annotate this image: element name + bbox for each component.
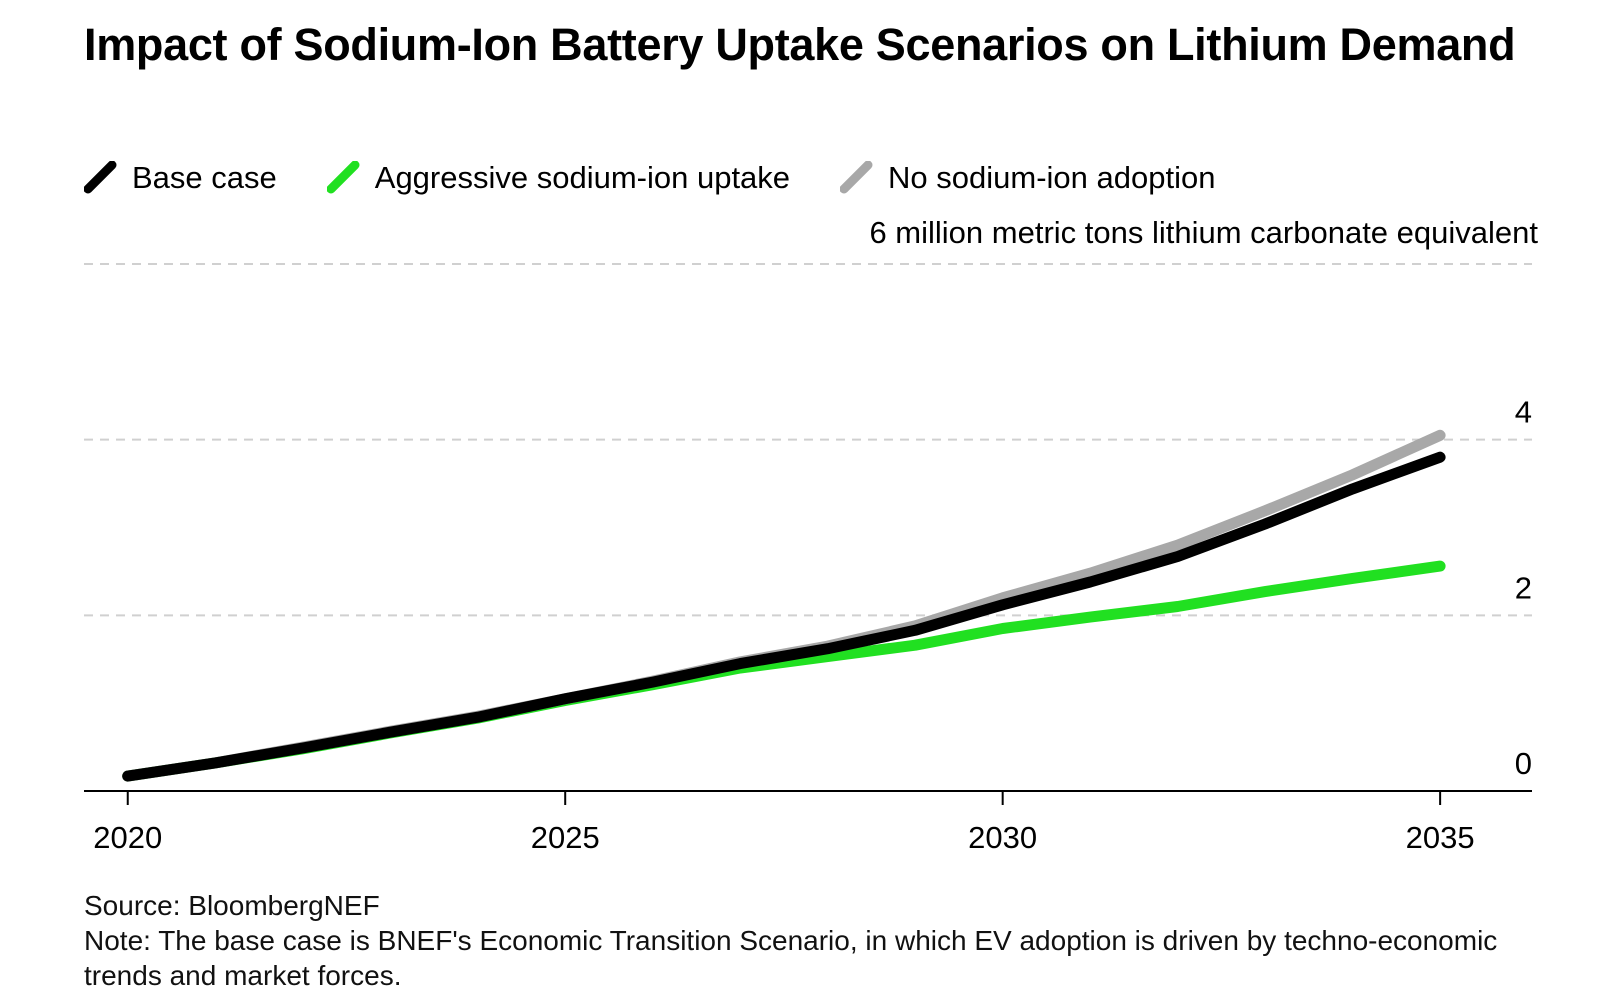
- y-tick-label-2: 2: [1515, 570, 1532, 605]
- legend-swatch-base-case: [84, 161, 117, 194]
- note-text: Note: The base case is BNEF's Economic T…: [84, 925, 1498, 991]
- series-line-base-case: [122, 451, 1446, 782]
- legend-label-no-adoption: No sodium-ion adoption: [888, 160, 1216, 195]
- x-tick-label-2035: 2035: [1406, 820, 1475, 855]
- legend-swatch-no-adoption: [840, 161, 873, 194]
- legend-swatch-aggressive: [326, 161, 360, 194]
- legend-swatch-no-adoption-line: [840, 161, 873, 194]
- chart-title: Impact of Sodium-Ion Battery Uptake Scen…: [84, 19, 1516, 70]
- y-tick-label-0: 0: [1515, 746, 1532, 781]
- source-text: Source: BloombergNEF: [84, 890, 380, 921]
- legend-item-base-case: Base case: [84, 158, 277, 198]
- series-line-no-sodium-ion-adoption: [122, 429, 1446, 782]
- line-chart: 0 2 4 2020 2025 2030 2035: [84, 263, 1532, 855]
- chart-footer: Source: BloombergNEF Note: The base case…: [84, 888, 1554, 993]
- legend-item-no-adoption: No sodium-ion adoption: [840, 158, 1215, 198]
- legend-item-aggressive: Aggressive sodium-ion uptake: [326, 158, 791, 198]
- legend-swatch-aggressive-line: [326, 161, 360, 194]
- x-tick-label-2025: 2025: [531, 820, 600, 855]
- legend-swatch-base-case-line: [84, 161, 117, 194]
- y-tick-label-4: 4: [1515, 395, 1532, 430]
- legend-label-aggressive: Aggressive sodium-ion uptake: [374, 160, 791, 195]
- legend: Base case Aggressive sodium-ion uptake N…: [84, 158, 1215, 198]
- x-tick-label-2020: 2020: [93, 820, 162, 855]
- x-tick-label-2030: 2030: [968, 820, 1037, 855]
- y-axis-unit-label: 6 million metric tons lithium carbonate …: [869, 215, 1538, 250]
- legend-label-base-case: Base case: [132, 160, 277, 195]
